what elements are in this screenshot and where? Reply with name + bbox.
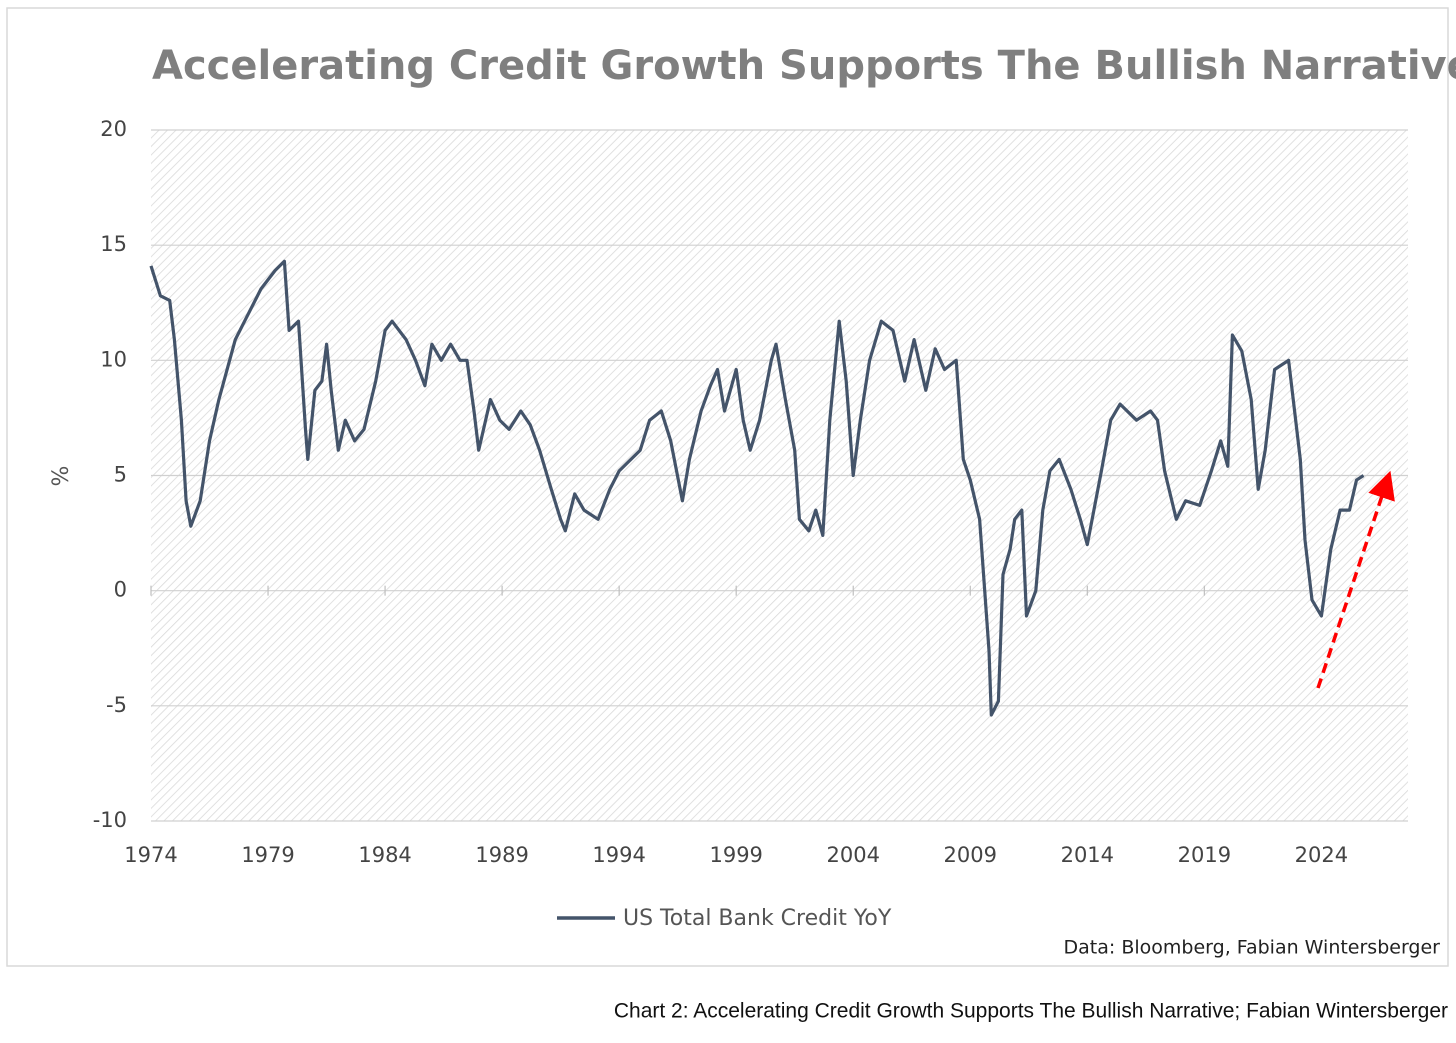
x-tick-label: 1979	[241, 843, 294, 867]
x-tick-label: 2014	[1061, 843, 1114, 867]
y-tick-label: 10	[100, 347, 127, 371]
y-tick-label: -5	[106, 693, 127, 717]
x-tick-label: 2019	[1178, 843, 1231, 867]
caption: Chart 2: Accelerating Credit Growth Supp…	[614, 1000, 1448, 1023]
y-tick-label: 15	[100, 232, 127, 256]
x-tick-label: 1999	[709, 843, 762, 867]
y-axis-label: %	[49, 466, 74, 487]
chart-title: Accelerating Credit Growth Supports The …	[152, 43, 1456, 89]
x-tick-label: 2004	[827, 843, 880, 867]
x-tick-label: 1974	[124, 843, 177, 867]
y-tick-label: 0	[114, 578, 127, 602]
x-tick-label: 1984	[358, 843, 411, 867]
x-tick-label: 2024	[1295, 843, 1348, 867]
y-tick-label: -10	[93, 808, 127, 832]
data-line	[149, 259, 1365, 717]
trend-arrow	[1316, 470, 1395, 689]
x-tick-label: 2009	[944, 843, 997, 867]
x-tick-label: 1989	[475, 843, 528, 867]
y-tick-label: 5	[114, 463, 127, 487]
y-tick-label: 20	[100, 117, 127, 141]
x-tick-label: 1994	[592, 843, 645, 867]
legend-label: US Total Bank Credit YoY	[623, 906, 892, 931]
source-note: Data: Bloomberg, Fabian Wintersberger	[1064, 937, 1441, 959]
